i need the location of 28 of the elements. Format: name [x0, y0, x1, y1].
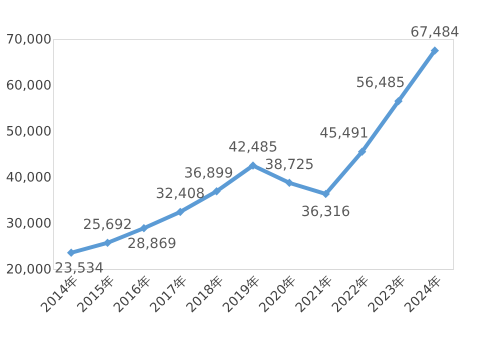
point: [430, 46, 439, 55]
data-label: 32,408: [156, 186, 205, 202]
y-tick-label: 20,000: [6, 262, 52, 278]
data-label: 23,534: [54, 260, 104, 277]
y-tick-label: 70,000: [6, 32, 52, 48]
point: [248, 161, 258, 170]
point: [394, 96, 403, 106]
data-label: 36,899: [184, 165, 234, 182]
y-tick-label: 40,000: [6, 170, 52, 186]
point: [358, 148, 366, 156]
point: [212, 187, 221, 196]
data-label: 42,485: [228, 140, 278, 156]
y-tick-label: 50,000: [6, 124, 52, 140]
point: [103, 238, 112, 247]
data-label: 36,316: [301, 204, 350, 220]
data-label: 56,485: [356, 75, 405, 92]
y-tick-label: 60,000: [6, 78, 52, 94]
point: [322, 190, 330, 198]
data-label: 28,869: [127, 236, 176, 252]
y-tick-label: 30,000: [6, 216, 52, 232]
data-label: 38,725: [264, 156, 314, 173]
point: [285, 178, 294, 188]
data-label: 67,484: [410, 24, 460, 41]
data-label: 45,491: [320, 126, 369, 142]
point: [176, 208, 184, 216]
point: [140, 224, 148, 232]
data-label: 25,692: [83, 216, 132, 233]
point: [67, 248, 76, 257]
